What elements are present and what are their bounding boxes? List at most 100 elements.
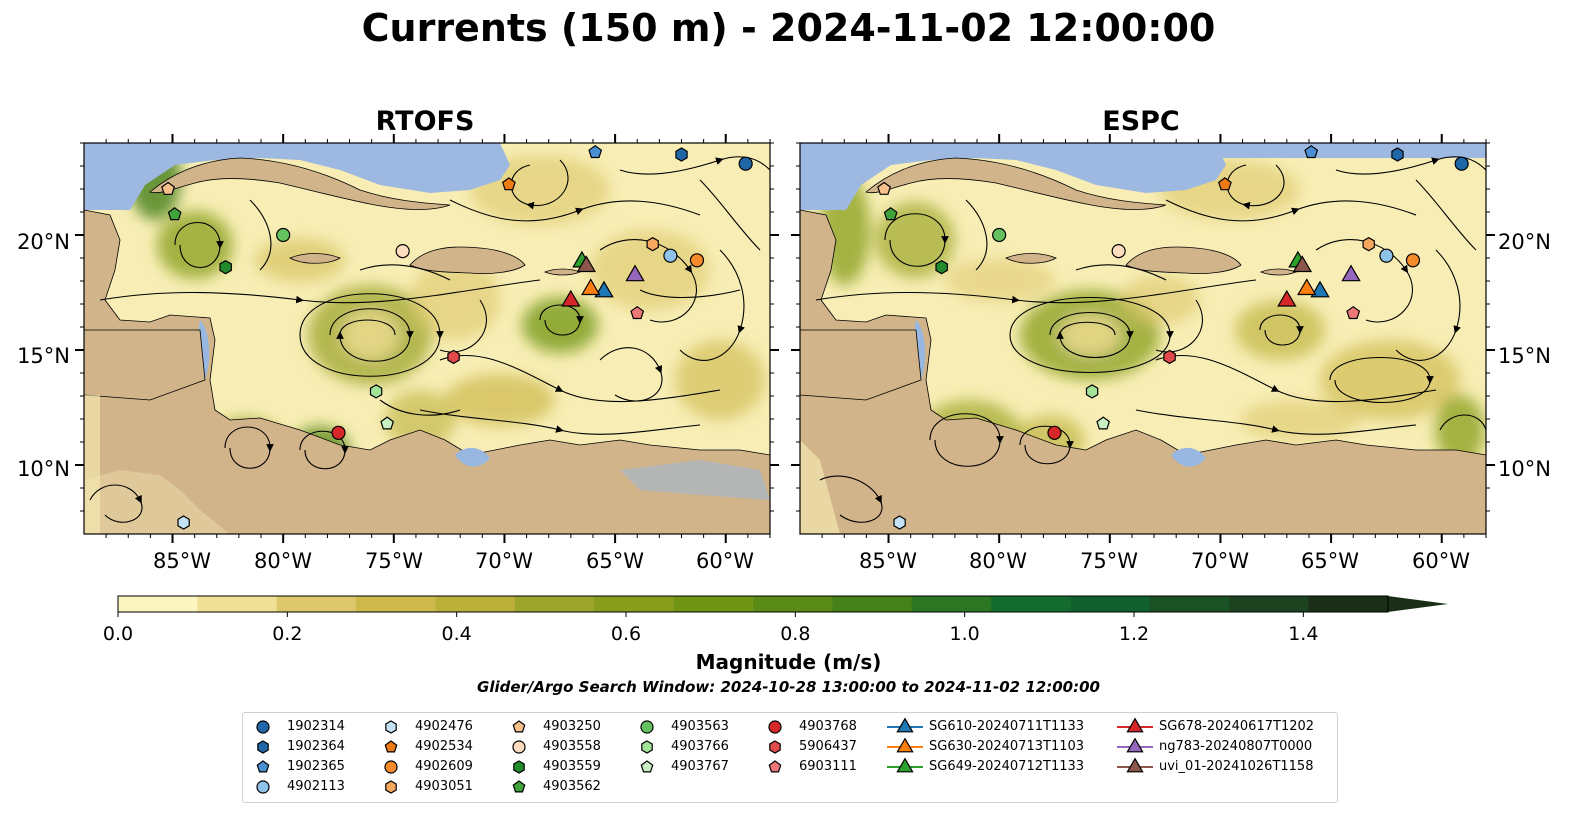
legend-label: 4903558 [543, 739, 601, 754]
lon-tick-label: 75°W [1080, 549, 1138, 573]
legend-label: 1902364 [287, 739, 345, 754]
espc-observation-markers [877, 144, 1469, 530]
circle-marker-icon [512, 740, 526, 754]
glider-marker [1297, 278, 1317, 296]
pentagon-marker-icon [384, 740, 398, 753]
argo-legend-marker-icon [769, 740, 781, 754]
colorbar-segment [1229, 596, 1310, 612]
argo-legend-marker-icon [768, 760, 782, 773]
colorbar-segment [356, 596, 436, 612]
argo-float-marker [893, 515, 906, 530]
legend-label: SG610-20240711T1133 [929, 719, 1085, 734]
legend-label: 4903768 [799, 719, 857, 734]
argo-float-marker [1346, 305, 1361, 320]
legend: 1902314 1902364 1902365 4902113 4902476 49025… [242, 712, 1338, 803]
colorbar-segment [435, 596, 516, 612]
colorbar-tick-label: 0.0 [103, 623, 133, 642]
argo-float-marker [1085, 384, 1099, 399]
glider-marker [594, 280, 614, 298]
argo-float-marker [935, 260, 948, 275]
legend-label: 4903051 [415, 779, 473, 794]
panel-title-rtofs: RTOFS [375, 106, 475, 137]
colorbar-tick-label: 0.4 [442, 623, 472, 642]
argo-float-marker [395, 244, 410, 259]
hexagon-marker-icon [385, 720, 397, 734]
argo-float-marker [675, 147, 688, 162]
glider-marker [581, 278, 601, 296]
lon-tick-label: 80°W [969, 549, 1027, 573]
argo-legend-marker-icon [385, 780, 397, 794]
lat-tick-label: 15°N [17, 344, 70, 368]
legend-label: 4903767 [671, 759, 729, 774]
colorbar-extend-arrow [1388, 596, 1448, 612]
legend-label: SG649-20240712T1133 [929, 759, 1085, 774]
glider-marker [1310, 280, 1330, 298]
triangle-marker-icon [896, 717, 914, 733]
argo-legend-marker-icon [641, 740, 653, 754]
rtofs-frame-ticks [75, 134, 779, 543]
lat-tick-label: 10°N [17, 457, 70, 481]
argo-float-marker [689, 253, 705, 268]
argo-legend-marker-icon [512, 740, 526, 754]
argo-float-marker [1379, 248, 1394, 263]
rtofs-streamlines [89, 156, 770, 523]
legend-label: 4902534 [415, 739, 473, 754]
argo-legend-marker-icon [768, 720, 782, 734]
glider-marker [1277, 289, 1297, 307]
argo-legend-marker-icon [640, 720, 654, 734]
espc-streamlines [815, 156, 1486, 523]
rtofs-observation-markers [161, 144, 753, 530]
glider-marker [561, 289, 581, 307]
argo-float-marker [992, 227, 1007, 243]
argo-float-marker [1217, 177, 1232, 191]
argo-legend-marker-icon [512, 780, 526, 793]
lon-tick-label: 65°W [586, 549, 644, 573]
argo-legend-marker-icon [384, 760, 398, 774]
colorbar-segment [197, 596, 278, 612]
legend-label: 6903111 [799, 759, 857, 774]
lon-tick-label: 60°W [1412, 549, 1470, 573]
argo-float-marker [1391, 147, 1404, 162]
argo-float-marker [663, 248, 678, 263]
argo-float-marker [161, 181, 176, 195]
hexagon-marker-icon [641, 740, 653, 754]
argo-float-marker [167, 207, 182, 221]
colorbar-segment [753, 596, 833, 612]
legend-label: SG630-20240713T1103 [929, 739, 1085, 754]
lon-tick-label: 75°W [365, 549, 423, 573]
colorbar-tick-label: 0.8 [780, 623, 810, 642]
colorbar-segment [673, 596, 754, 612]
argo-float-marker [1405, 253, 1421, 268]
argo-float-marker [369, 384, 383, 399]
argo-float-marker [177, 515, 190, 530]
triangle-marker-icon [1126, 717, 1144, 733]
lon-tick-label: 85°W [153, 549, 211, 573]
legend-label: 4903766 [671, 739, 729, 754]
argo-float-marker [447, 349, 460, 365]
lat-tick-label: 15°N [1498, 344, 1551, 368]
lon-tick-label: 65°W [1301, 549, 1359, 573]
legend-label: 4903559 [543, 759, 601, 774]
colorbar-tick-label: 0.2 [272, 623, 302, 642]
argo-float-marker [877, 181, 892, 195]
colorbar-segment [594, 596, 675, 612]
argo-float-marker [1111, 244, 1126, 259]
argo-float-marker [501, 177, 516, 191]
argo-float-marker [331, 425, 346, 440]
espc-lat-tick-labels: 20°N 15°N 10°N [1498, 230, 1551, 481]
pentagon-marker-icon [256, 760, 270, 773]
rtofs-map-panel [75, 134, 779, 543]
circle-marker-icon [384, 760, 398, 774]
legend-label: 4903562 [543, 779, 601, 794]
argo-float-marker [1047, 425, 1062, 440]
lon-tick-label: 70°W [475, 549, 533, 573]
rtofs-land [84, 143, 770, 534]
colorbar-segment [1070, 596, 1151, 612]
colorbar-label: Magnitude (m/s) [695, 650, 882, 674]
map-figure: 85°W 80°W 75°W 70°W 65°W 60°W 85°W 80°W … [17, 134, 1551, 573]
colorbar-segment [832, 596, 913, 612]
lat-tick-label: 20°N [17, 230, 70, 254]
colorbar-segment [1308, 596, 1389, 612]
hexagon-marker-icon [513, 760, 525, 774]
argo-float-marker [1096, 416, 1111, 430]
